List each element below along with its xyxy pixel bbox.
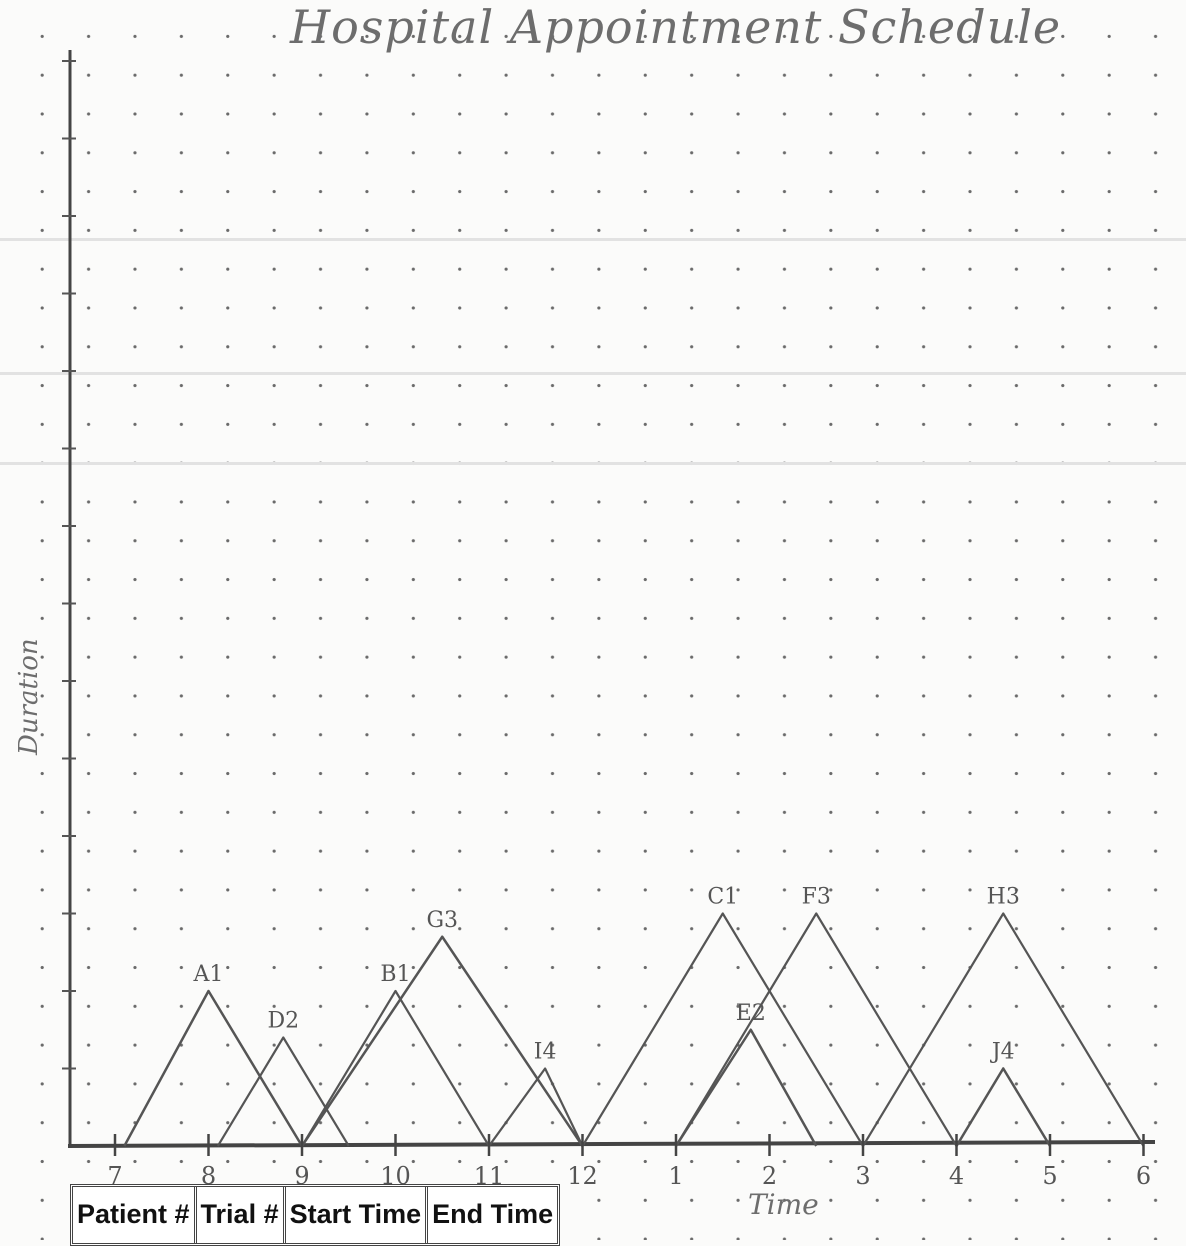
table-header-cell: Start Time bbox=[286, 1187, 429, 1243]
x-tick-label: 9 bbox=[294, 1162, 309, 1190]
series-line-d2 bbox=[216, 1036, 350, 1147]
x-tick-label: 6 bbox=[1136, 1162, 1151, 1190]
x-tick-label: 8 bbox=[201, 1162, 216, 1190]
paper-rule bbox=[0, 372, 1186, 375]
series-line-b1 bbox=[301, 989, 490, 1147]
table-header-cell: Patient # bbox=[73, 1187, 197, 1243]
series-label-j4: J4 bbox=[990, 1040, 1015, 1065]
appointment-table-header: Patient # Trial # Start Time End Time bbox=[70, 1184, 561, 1246]
table-header-cell: Trial # bbox=[197, 1187, 286, 1243]
series-label-g3: G3 bbox=[426, 908, 458, 933]
series-label-d2: D2 bbox=[267, 1009, 299, 1034]
x-tick-label: 5 bbox=[1042, 1162, 1057, 1190]
series-label-e2: E2 bbox=[736, 1001, 766, 1026]
series-label-i4: I4 bbox=[534, 1040, 557, 1065]
series-line-a1 bbox=[123, 989, 304, 1147]
series-line-j4 bbox=[955, 1067, 1052, 1147]
x-tick-label: 4 bbox=[949, 1162, 964, 1190]
series-line-f3 bbox=[675, 912, 958, 1147]
series-label-f3: F3 bbox=[802, 885, 831, 910]
series-line-e2 bbox=[674, 1028, 818, 1147]
series-line-g3 bbox=[300, 935, 584, 1147]
x-axis-label: Time bbox=[748, 1188, 819, 1221]
series-labels: A1 D2 B1 G3 I4 C1 E2 F3 H3 J4 bbox=[193, 885, 1020, 1065]
paper-rule bbox=[0, 238, 1186, 241]
series-group bbox=[123, 912, 1145, 1147]
x-tick-label: 2 bbox=[762, 1162, 777, 1190]
series-line-h3 bbox=[862, 912, 1145, 1147]
series-label-c1: C1 bbox=[707, 885, 738, 910]
chart-title: Hospital Appointment Schedule bbox=[290, 0, 1062, 54]
series-label-h3: H3 bbox=[987, 885, 1020, 910]
paper-rule bbox=[0, 462, 1186, 465]
x-axis bbox=[67, 1140, 1156, 1148]
series-label-b1: B1 bbox=[380, 962, 410, 987]
series-line-c1 bbox=[581, 912, 864, 1147]
x-tick-label: 1 bbox=[668, 1162, 683, 1190]
series-line-i4 bbox=[488, 1067, 584, 1147]
x-tick-label: 3 bbox=[855, 1162, 870, 1190]
table-header-cell: End Time bbox=[432, 1199, 554, 1229]
axes bbox=[62, 50, 1156, 1148]
series-label-a1: A1 bbox=[193, 962, 224, 987]
x-tick-label: 7 bbox=[107, 1162, 122, 1190]
x-tick-label: 12 bbox=[567, 1162, 598, 1190]
